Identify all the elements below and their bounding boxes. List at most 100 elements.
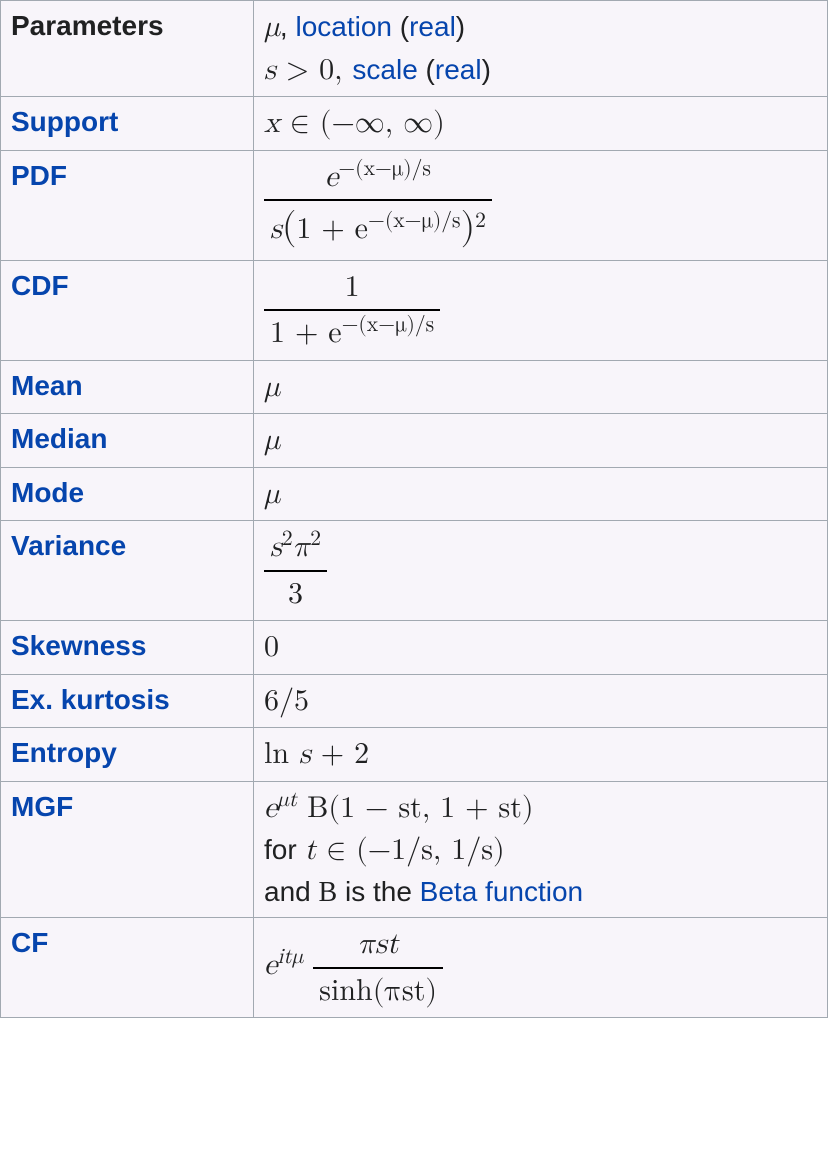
comma: ,	[280, 11, 296, 42]
mgf-and: and	[264, 876, 319, 907]
label-median[interactable]: Median	[1, 414, 254, 468]
var-den: 3	[288, 579, 303, 609]
mgf-sp	[297, 793, 307, 823]
row-support: Support x ∈ (−∞, ∞)	[1, 97, 828, 151]
mgf-B: B	[307, 793, 328, 823]
row-mode: Mode μ	[1, 467, 828, 521]
mgf-e-sup: μt	[277, 790, 297, 811]
value-median: μ	[254, 414, 828, 468]
mean-link[interactable]: Mean	[11, 370, 83, 401]
open-paren: (	[392, 11, 409, 42]
close-paren: )	[456, 11, 465, 42]
label-skewness[interactable]: Skewness	[1, 621, 254, 675]
mgf-e: e	[264, 793, 277, 823]
cdf-num: 1	[345, 272, 360, 302]
cf-e-sup: itμ	[277, 947, 303, 968]
value-support: x ∈ (−∞, ∞)	[254, 97, 828, 151]
location-link[interactable]: location	[295, 11, 392, 42]
pdf-den-open: (	[282, 209, 297, 246]
row-pdf: PDF e−(x−μ)/s s(1 + e−(x−μ)/s)2	[1, 150, 828, 260]
scale-link[interactable]: scale	[352, 54, 417, 85]
label-support[interactable]: Support	[1, 97, 254, 151]
cdf-link[interactable]: CDF	[11, 270, 69, 301]
mgf-is: is the	[337, 876, 419, 907]
pdf-den-1pe: 1 + e	[296, 214, 368, 244]
support-x: x	[264, 108, 280, 138]
row-cf: CF eitμ πst sinh(πst)	[1, 918, 828, 1018]
cdf-den-1pe: 1 + e	[270, 318, 342, 348]
cf-fraction: πst sinh(πst)	[313, 924, 443, 1011]
support-link[interactable]: Support	[11, 106, 118, 137]
mode-mu: μ	[264, 479, 280, 509]
var-pi: π	[293, 532, 311, 562]
mu-symbol: μ	[264, 12, 280, 42]
entropy-plus2: + 2	[311, 739, 369, 769]
pdf-num-e: e	[325, 162, 338, 192]
label-mean[interactable]: Mean	[1, 360, 254, 414]
pdf-num-exp: −(x−μ)/s	[338, 159, 431, 180]
value-exkurtosis: 6/5	[254, 674, 828, 728]
mgf-link[interactable]: MGF	[11, 791, 73, 822]
label-variance[interactable]: Variance	[1, 521, 254, 621]
label-cdf[interactable]: CDF	[1, 260, 254, 360]
label-mgf[interactable]: MGF	[1, 781, 254, 918]
variance-link[interactable]: Variance	[11, 530, 126, 561]
median-link[interactable]: Median	[11, 423, 107, 454]
label-mode[interactable]: Mode	[1, 467, 254, 521]
pdf-link[interactable]: PDF	[11, 160, 67, 191]
mode-link[interactable]: Mode	[11, 477, 84, 508]
mgf-B2: B	[319, 877, 338, 908]
real-link-1[interactable]: real	[409, 11, 456, 42]
open-paren-2: (	[418, 54, 435, 85]
mgf-args: (1 − st, 1 + st)	[328, 793, 533, 823]
cdf-fraction: 1 1 + e−(x−μ)/s	[264, 267, 440, 354]
label-pdf[interactable]: PDF	[1, 150, 254, 260]
value-parameters: μ, location (real) s > 0, scale (real)	[254, 1, 828, 97]
mgf-t: t	[304, 835, 316, 865]
value-cdf: 1 1 + e−(x−μ)/s	[254, 260, 828, 360]
support-in: ∈	[280, 108, 320, 138]
label-exkurtosis[interactable]: Ex. kurtosis	[1, 674, 254, 728]
row-mean: Mean μ	[1, 360, 828, 414]
skewness-zero: 0	[264, 632, 279, 662]
label-cf[interactable]: CF	[1, 918, 254, 1018]
value-mode: μ	[254, 467, 828, 521]
cf-link[interactable]: CF	[11, 927, 48, 958]
cf-arg: (πst)	[373, 976, 437, 1006]
cf-e: e	[264, 950, 277, 980]
row-exkurtosis: Ex. kurtosis 6/5	[1, 674, 828, 728]
row-median: Median μ	[1, 414, 828, 468]
var-s: s	[270, 532, 282, 562]
entropy-ln: ln	[264, 739, 299, 769]
support-interval: (−∞, ∞)	[320, 108, 445, 138]
pdf-den-close: )	[461, 209, 476, 246]
mgf-in: ∈	[316, 835, 356, 865]
value-mean: μ	[254, 360, 828, 414]
entropy-s: s	[299, 739, 311, 769]
var-pi-sup: 2	[310, 529, 321, 550]
label-parameters: Parameters	[1, 1, 254, 97]
row-entropy: Entropy ln s + 2	[1, 728, 828, 782]
pdf-den-sq: 2	[475, 211, 486, 232]
value-entropy: ln s + 2	[254, 728, 828, 782]
row-cdf: CDF 1 1 + e−(x−μ)/s	[1, 260, 828, 360]
median-mu: μ	[264, 425, 280, 455]
mgf-range: (−1/s, 1/s)	[356, 835, 505, 865]
skewness-link[interactable]: Skewness	[11, 630, 146, 661]
value-pdf: e−(x−μ)/s s(1 + e−(x−μ)/s)2	[254, 150, 828, 260]
value-variance: s2π2 3	[254, 521, 828, 621]
exkurtosis-link[interactable]: Ex. kurtosis	[11, 684, 170, 715]
label-entropy[interactable]: Entropy	[1, 728, 254, 782]
real-link-2[interactable]: real	[435, 54, 482, 85]
row-mgf: MGF eμt B(1 − st, 1 + st) for t ∈ (−1/s,…	[1, 781, 828, 918]
pdf-den-s: s	[270, 214, 282, 244]
row-variance: Variance s2π2 3	[1, 521, 828, 621]
entropy-link[interactable]: Entropy	[11, 737, 117, 768]
variance-fraction: s2π2 3	[264, 527, 327, 614]
value-mgf: eμt B(1 − st, 1 + st) for t ∈ (−1/s, 1/s…	[254, 781, 828, 918]
gt-zero: > 0,	[276, 55, 343, 85]
beta-function-link[interactable]: Beta function	[420, 876, 583, 907]
pdf-fraction: e−(x−μ)/s s(1 + e−(x−μ)/s)2	[264, 157, 492, 254]
value-cf: eitμ πst sinh(πst)	[254, 918, 828, 1018]
row-skewness: Skewness 0	[1, 621, 828, 675]
